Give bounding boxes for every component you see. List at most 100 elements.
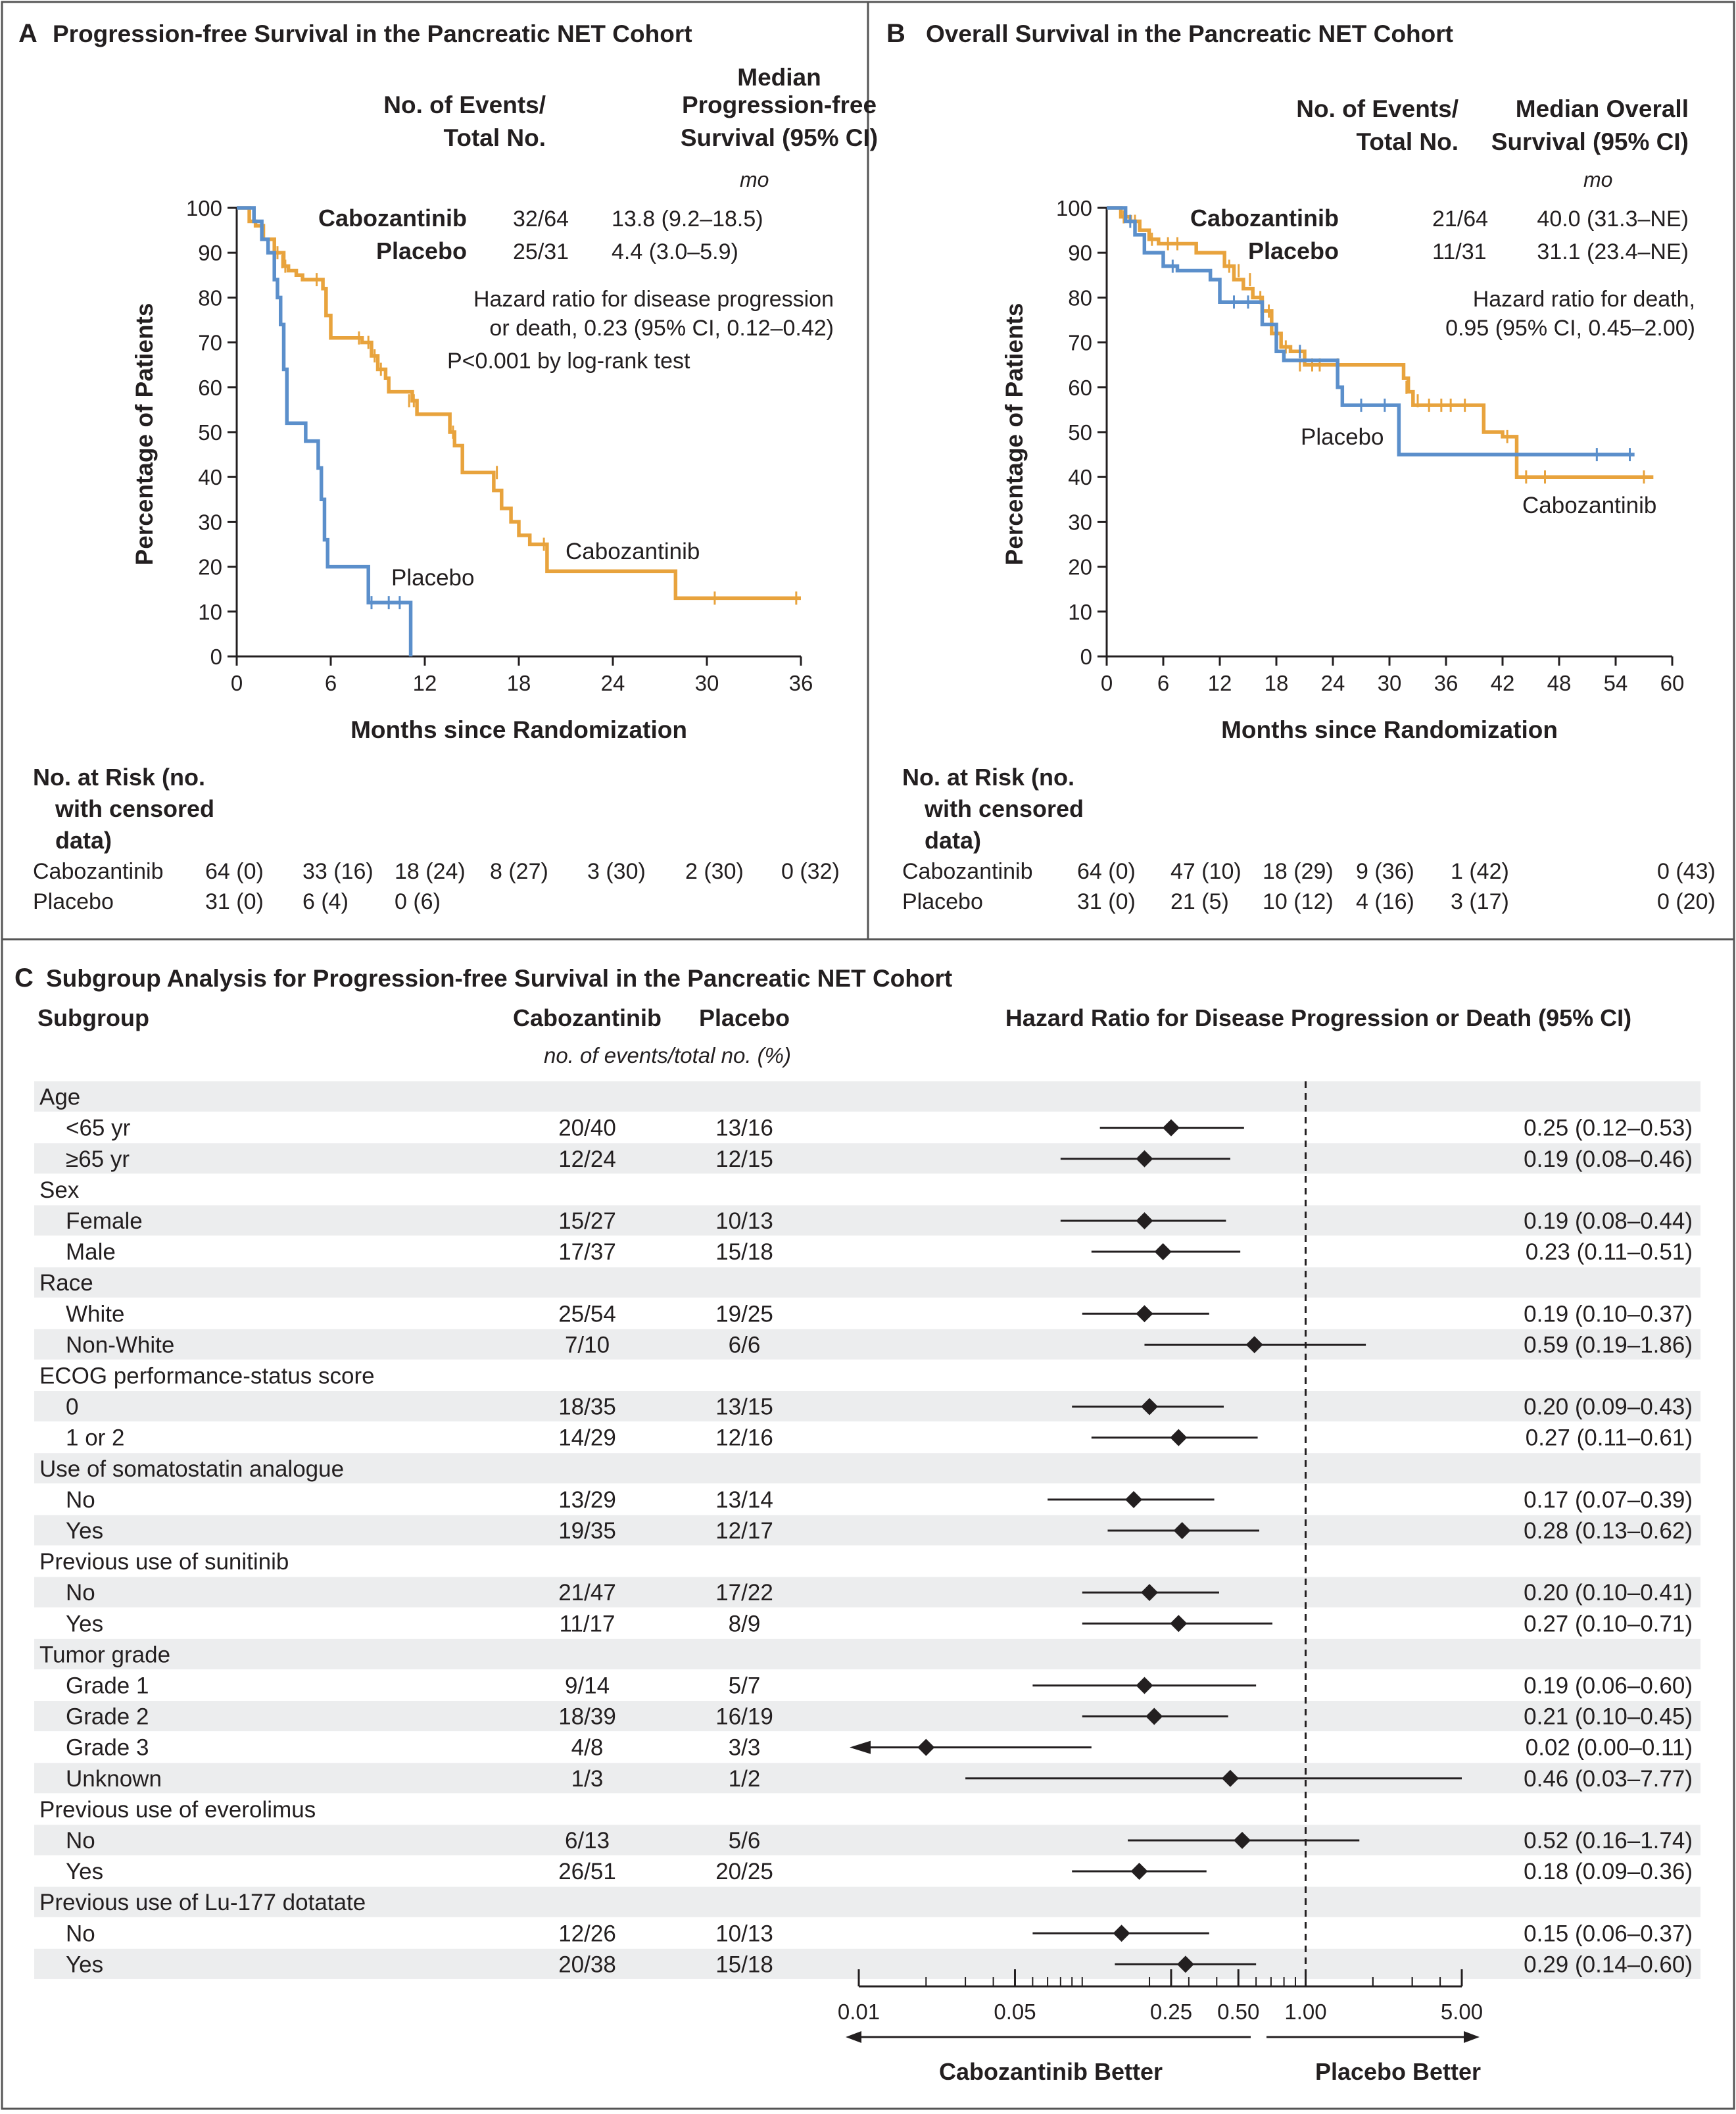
y-tick-label: 70 (1068, 331, 1092, 355)
y-axis-label: Percentage of Patients (131, 303, 158, 566)
hazard-ratio-point (1136, 1212, 1153, 1229)
risk-value: 6 (4) (302, 889, 349, 914)
y-tick-label: 20 (198, 555, 222, 579)
x-tick-label: 42 (1491, 671, 1515, 695)
y-tick-label: 100 (1056, 196, 1092, 220)
x-tick-label: 30 (1378, 671, 1402, 695)
cabozantinib-events: 9/14 (565, 1673, 610, 1698)
hazard-ratio-value: 0.23 (0.11–0.51) (1526, 1239, 1693, 1265)
table-row-stripe (34, 1577, 1700, 1608)
subgroup-label: ≥65 yr (66, 1146, 130, 1172)
cabozantinib-events: 1/3 (571, 1766, 604, 1792)
risk-row-name: Cabozantinib (902, 859, 1032, 884)
cabozantinib-events: 6/13 (565, 1828, 610, 1854)
hazard-ratio-value: 0.15 (0.06–0.37) (1524, 1921, 1693, 1946)
curve-label-cabozantinib: Cabozantinib (566, 539, 700, 564)
hazard-ratio-value: 0.46 (0.03–7.77) (1524, 1766, 1693, 1792)
x-axis-label: Months since Randomization (350, 716, 687, 743)
placebo-events: 15/18 (715, 1239, 773, 1265)
hazard-ratio-point (1154, 1243, 1172, 1261)
x-tick-label: 18 (1265, 671, 1289, 695)
hazard-ratio-point (917, 1738, 935, 1756)
placebo-events: 6/6 (729, 1332, 761, 1358)
placebo-events: 17/22 (715, 1580, 773, 1606)
risk-table-title: No. at Risk (no. (33, 764, 205, 791)
y-tick-label: 40 (1068, 465, 1092, 489)
y-tick-label: 50 (1068, 420, 1092, 445)
subgroup-header: Age (39, 1085, 80, 1110)
risk-table-title: with censored (55, 795, 214, 822)
hazard-ratio-column-header: Hazard Ratio for Disease Progression or … (1005, 1004, 1631, 1031)
risk-value: 0 (6) (395, 889, 441, 914)
hazard-ratio-point (1234, 1831, 1251, 1849)
subgroup-label: No (66, 1921, 95, 1946)
risk-row-name: Placebo (902, 889, 983, 914)
subgroup-header: Previous use of Lu-177 dotatate (39, 1890, 366, 1915)
y-tick-label: 40 (198, 465, 222, 489)
table-row-stripe (34, 1825, 1700, 1856)
hazard-ratio-point (1221, 1769, 1239, 1787)
risk-value: 33 (16) (302, 859, 374, 884)
legend-name-placebo: Placebo (376, 237, 467, 264)
subgroup-label: No (66, 1580, 95, 1606)
subgroup-column-header: Subgroup (37, 1004, 149, 1031)
hazard-ratio-value: 0.02 (0.00–0.11) (1526, 1735, 1693, 1761)
risk-value: 10 (12) (1263, 889, 1334, 914)
risk-value: 47 (10) (1170, 859, 1242, 884)
subgroup-header: Use of somatostatin analogue (39, 1456, 344, 1482)
risk-value: 64 (0) (1077, 859, 1136, 884)
table-row-stripe (34, 1143, 1700, 1174)
legend-name-placebo: Placebo (1248, 237, 1339, 264)
risk-row-name: Placebo (33, 889, 114, 914)
risk-value: 0 (32) (781, 859, 840, 884)
placebo-events: 19/25 (715, 1301, 773, 1327)
risk-row-name: Cabozantinib (33, 859, 163, 884)
panel_c-letter: C (14, 964, 34, 993)
cabozantinib-events: 20/38 (558, 1952, 616, 1977)
placebo-events: 15/18 (715, 1952, 773, 1977)
risk-table-title: No. at Risk (no. (902, 764, 1074, 791)
median-column-header: Median Overall (1516, 95, 1689, 122)
forest-tick-label: 5.00 (1441, 2000, 1483, 2024)
placebo-events: 13/14 (715, 1487, 773, 1513)
hazard-ratio-text: Hazard ratio for disease progression (473, 287, 834, 312)
cabozantinib-events: 26/51 (558, 1859, 616, 1884)
x-tick-label: 60 (1660, 671, 1685, 695)
subgroup-label: Yes (66, 1859, 103, 1884)
x-tick-label: 6 (1157, 671, 1169, 695)
events-column-header: No. of Events/ (383, 91, 546, 118)
table-row-stripe (34, 1329, 1700, 1360)
hazard-ratio-point (1141, 1584, 1159, 1602)
cabozantinib-events: 18/35 (558, 1394, 616, 1420)
table-row-stripe (34, 1886, 1700, 1917)
placebo-events: 12/17 (715, 1518, 773, 1544)
unit-label: mo (740, 168, 769, 191)
risk-value: 31 (0) (205, 889, 264, 914)
hazard-ratio-point (1125, 1490, 1143, 1508)
hazard-ratio-value: 0.19 (0.08–0.46) (1524, 1146, 1693, 1172)
y-tick-label: 90 (198, 241, 222, 265)
hazard-ratio-point (1245, 1336, 1263, 1354)
x-tick-label: 24 (1321, 671, 1345, 695)
arrow-head-right (1464, 2031, 1480, 2043)
hazard-ratio-point (1173, 1521, 1191, 1539)
x-tick-label: 24 (601, 671, 625, 695)
cabozantinib-better-label: Cabozantinib Better (939, 2058, 1163, 2085)
events-value: 21/64 (1432, 207, 1488, 232)
subgroup-label: Yes (66, 1952, 103, 1977)
hazard-ratio-text: 0.95 (95% CI, 0.45–2.00) (1445, 316, 1695, 341)
table-row-stripe (34, 1701, 1700, 1732)
x-tick-label: 36 (789, 671, 813, 695)
placebo-events: 1/2 (729, 1766, 761, 1792)
cabozantinib-events: 11/17 (560, 1611, 615, 1636)
km-curve-cabozantinib (237, 206, 801, 601)
x-tick-label: 54 (1604, 671, 1628, 695)
legend-name-cabozantinib: Cabozantinib (318, 205, 467, 232)
median-column-header: Progression-free (682, 91, 877, 118)
subgroup-header: Previous use of sunitinib (39, 1549, 289, 1575)
subgroup-label: Yes (66, 1611, 103, 1636)
subgroup-label: White (66, 1301, 124, 1327)
hazard-ratio-point (1170, 1429, 1188, 1446)
events-column-header: Total No. (1356, 128, 1459, 155)
